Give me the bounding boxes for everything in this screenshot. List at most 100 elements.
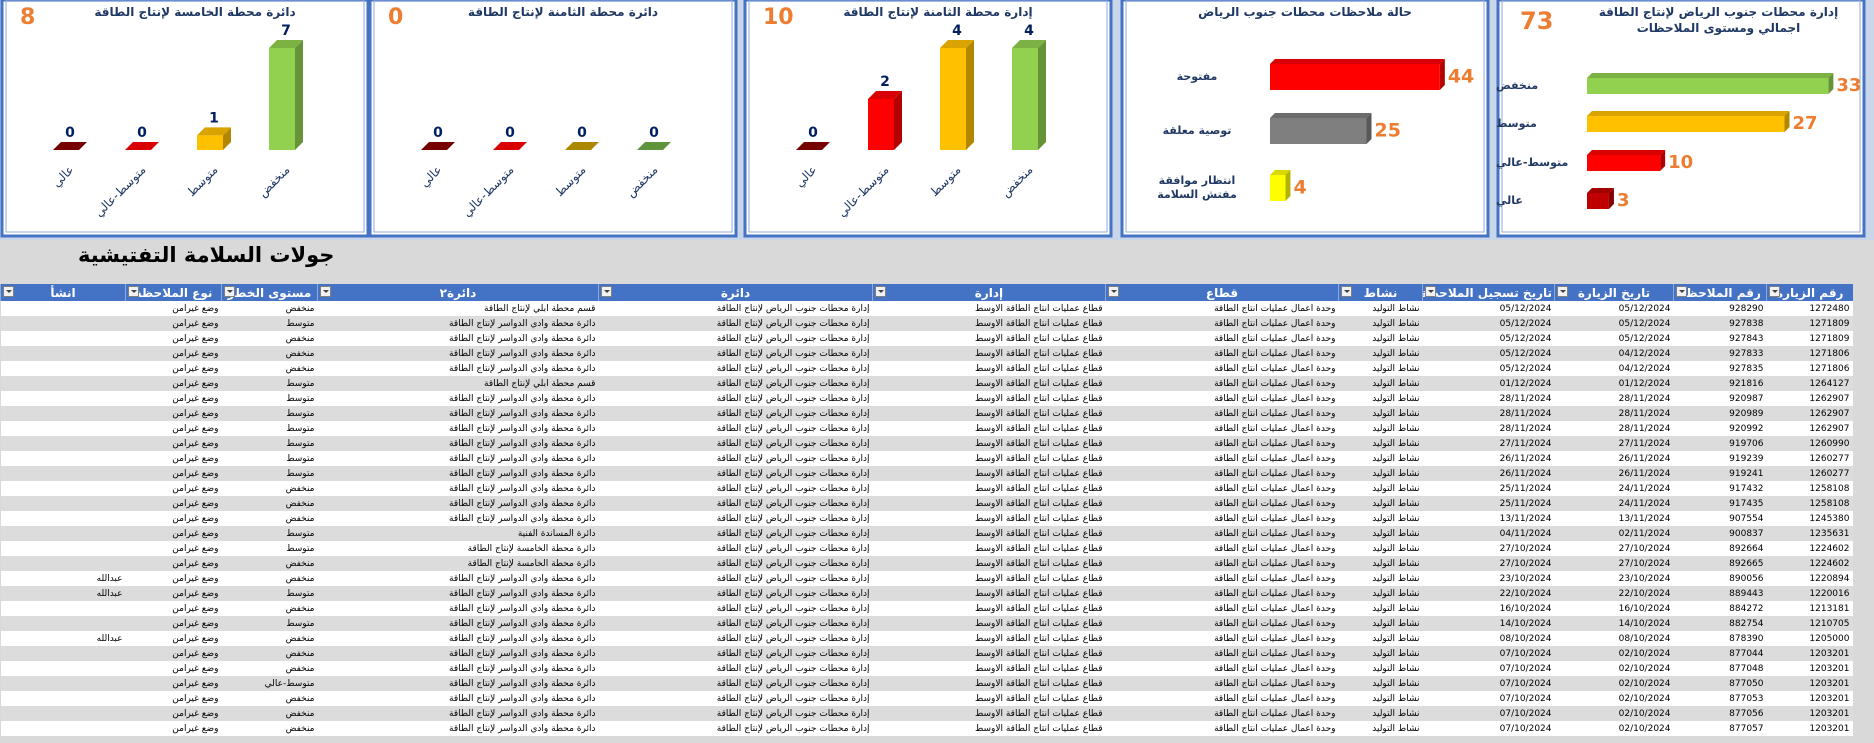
table-cell: دائرة محطة وادي الدواسر لإنتاج الطاقة bbox=[317, 466, 599, 481]
table-cell: متوسط bbox=[221, 376, 318, 391]
table-cell bbox=[0, 376, 126, 391]
table-cell: 889443 bbox=[1673, 586, 1767, 601]
value-label: 27 bbox=[1792, 113, 1817, 134]
column-header[interactable]: نشاط bbox=[1338, 284, 1423, 301]
table-cell: 27/11/2024 bbox=[1422, 436, 1555, 451]
column-header[interactable]: تاريخ الزيارة bbox=[1554, 284, 1674, 301]
table-cell: وحدة اعمال عمليات انتاج الطاقة bbox=[1105, 376, 1339, 391]
table-cell: وضع غيرامن bbox=[125, 511, 222, 526]
table-row: 1272480 928290 05/12/2024 05/12/2024 نشاط ال… bbox=[0, 301, 1853, 316]
table-cell bbox=[0, 601, 126, 616]
category-label-box: متوسط bbox=[1496, 117, 1537, 130]
column-header[interactable]: رقم الملاحظة bbox=[1673, 284, 1767, 301]
filter-button[interactable] bbox=[1557, 286, 1568, 297]
table-cell: وضع غيرامن bbox=[125, 331, 222, 346]
filter-button[interactable] bbox=[1769, 286, 1780, 297]
table-cell: إدارة محطات جنوب الرياض لإنتاج الطاقة bbox=[598, 586, 873, 601]
column-header[interactable]: تاريخ تسجيل الملاحظة bbox=[1422, 284, 1555, 301]
table-cell bbox=[0, 391, 126, 406]
table-cell: 28/11/2024 bbox=[1422, 391, 1555, 406]
bar bbox=[269, 48, 295, 150]
table-cell: نشاط التوليد bbox=[1338, 346, 1423, 361]
panel-bg bbox=[368, 0, 738, 238]
bar bbox=[1012, 48, 1038, 150]
table-cell: وحدة اعمال عمليات انتاج الطاقة bbox=[1105, 511, 1339, 526]
table-cell: نشاط التوليد bbox=[1338, 421, 1423, 436]
column-header[interactable]: إدارة bbox=[872, 284, 1106, 301]
filter-button[interactable] bbox=[1676, 286, 1687, 297]
filter-button[interactable] bbox=[320, 286, 331, 297]
filter-button[interactable] bbox=[1341, 286, 1352, 297]
filter-button[interactable] bbox=[3, 286, 14, 297]
value-label: 0 bbox=[65, 125, 75, 141]
table-cell: إدارة محطات جنوب الرياض لإنتاج الطاقة bbox=[598, 691, 873, 706]
bar bbox=[1270, 175, 1286, 201]
table-cell: 25/11/2024 bbox=[1422, 481, 1555, 496]
table-cell: 05/12/2024 bbox=[1554, 331, 1674, 346]
filter-button[interactable] bbox=[224, 286, 235, 297]
filter-button[interactable] bbox=[601, 286, 612, 297]
table-row: 1220016 889443 22/10/2024 22/10/2024 نشاط ال… bbox=[0, 586, 1853, 601]
category-label: انتظار موافقة مفتش السلامة bbox=[1157, 174, 1237, 201]
bar-top bbox=[940, 40, 974, 48]
column-header[interactable]: نوع الملاحظة bbox=[125, 284, 222, 301]
table-cell bbox=[0, 346, 126, 361]
column-header[interactable]: قطاع bbox=[1105, 284, 1339, 301]
table-cell: قطاع عمليات انتاج الطاقة الاوسط bbox=[872, 691, 1106, 706]
value-label: 0 bbox=[808, 125, 818, 141]
table-cell: دائرة محطة وادي الدواسر لإنتاج الطاقة bbox=[317, 511, 599, 526]
table-cell: إدارة محطات جنوب الرياض لإنتاج الطاقة bbox=[598, 376, 873, 391]
category-label: متوسط bbox=[1496, 117, 1537, 130]
value-label: 44 bbox=[1448, 66, 1474, 88]
table-cell bbox=[0, 511, 126, 526]
table-cell: دائرة محطة وادي الدواسر لإنتاج الطاقة bbox=[317, 706, 599, 721]
table-cell: 917435 bbox=[1673, 496, 1767, 511]
chart-title-box: إدارة محطة الثامنة لإنتاج الطاقة bbox=[843, 5, 1032, 19]
column-header[interactable]: رقم الزيارة bbox=[1766, 284, 1853, 301]
table-row: 1258108 917432 24/11/2024 25/11/2024 نشاط ال… bbox=[0, 481, 1853, 496]
filter-button[interactable] bbox=[875, 286, 886, 297]
table-cell: 1260990 bbox=[1766, 436, 1853, 451]
table-cell: وضع غيرامن bbox=[125, 526, 222, 541]
table-cell: قطاع عمليات انتاج الطاقة الاوسط bbox=[872, 451, 1106, 466]
table-cell: 1203201 bbox=[1766, 691, 1853, 706]
bar-top bbox=[1270, 170, 1291, 175]
filter-button[interactable] bbox=[1108, 286, 1119, 297]
column-header[interactable]: مستوى الخطر bbox=[221, 284, 318, 301]
table-cell: وحدة اعمال عمليات انتاج الطاقة bbox=[1105, 526, 1339, 541]
table-cell: 13/11/2024 bbox=[1554, 511, 1674, 526]
bar-side bbox=[1285, 170, 1291, 201]
bar bbox=[1587, 193, 1609, 209]
table-cell: قطاع عمليات انتاج الطاقة الاوسط bbox=[872, 646, 1106, 661]
bar-side bbox=[223, 127, 231, 150]
table-cell: 927838 bbox=[1673, 316, 1767, 331]
table-cell: إدارة محطات جنوب الرياض لإنتاج الطاقة bbox=[598, 496, 873, 511]
bar-top bbox=[1270, 113, 1372, 118]
table-cell: 14/10/2024 bbox=[1554, 616, 1674, 631]
column-header[interactable]: انشأ bbox=[0, 284, 126, 301]
table-cell: نشاط التوليد bbox=[1338, 601, 1423, 616]
table-cell bbox=[0, 646, 126, 661]
table-cell: 892664 bbox=[1673, 541, 1767, 556]
filter-button[interactable] bbox=[1425, 286, 1436, 297]
table-cell: قطاع عمليات انتاج الطاقة الاوسط bbox=[872, 301, 1106, 316]
table-cell: دائرة محطة وادي الدواسر لإنتاج الطاقة bbox=[317, 646, 599, 661]
total-label: 8 bbox=[20, 5, 35, 30]
table-cell: منخفض bbox=[221, 661, 318, 676]
table-cell: 877057 bbox=[1673, 721, 1767, 736]
table-row: 1205000 878390 08/10/2024 08/10/2024 نشاط ال… bbox=[0, 631, 1853, 646]
table-cell: وحدة اعمال عمليات انتاج الطاقة bbox=[1105, 541, 1339, 556]
table-cell: منخفض bbox=[221, 601, 318, 616]
sheet-title: جولات السلامة التفتيشية bbox=[78, 243, 335, 267]
column-header[interactable]: دائرة bbox=[598, 284, 873, 301]
table-cell: وضع غيرامن bbox=[125, 706, 222, 721]
column-header[interactable]: دائرة٢ bbox=[317, 284, 599, 301]
bar bbox=[197, 135, 223, 150]
category-label-box: توصية معلقة bbox=[1163, 124, 1232, 137]
table-cell bbox=[0, 421, 126, 436]
table-cell: دائرة محطة وادي الدواسر لإنتاج الطاقة bbox=[317, 691, 599, 706]
table-cell: 01/12/2024 bbox=[1554, 376, 1674, 391]
filter-button[interactable] bbox=[128, 286, 139, 297]
table-cell: 1203201 bbox=[1766, 646, 1853, 661]
